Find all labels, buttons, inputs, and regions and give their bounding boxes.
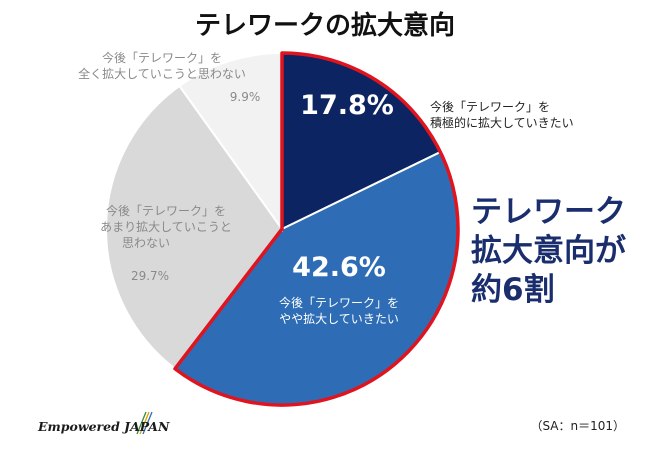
pie-slice-3 [178,51,283,233]
sample-size-note: （SA：n＝101） [530,419,625,433]
slice-label-3-line-1: 全く拡大していこうと思わない [78,66,246,81]
highlight-outline [173,51,460,407]
callout-line-2: 約6割 [471,272,555,308]
slice-label-3-line-0: 今後「テレワーク」を [102,50,222,65]
brand-text: Empowered JAPAN [37,419,170,434]
slice-value-0: 17.8% [300,90,394,121]
slice-label-1-line-1: やや拡大していきたい [279,312,399,326]
slice-label-1-line-0: 今後「テレワーク」を [279,295,399,310]
pie-slice-2 [105,84,284,371]
slice-label-2-line-1: あまり拡大していこうと [100,220,232,234]
brand-logo: Empowered JAPAN [37,411,170,435]
chart-title: テレワークの拡大意向 [195,10,455,41]
callout-line-0: テレワーク [471,194,626,230]
slice-label-0-line-1: 積極的に拡大していきたい [430,115,574,130]
slice-value-3: 9.9% [230,90,261,104]
slice-value-2: 29.7% [131,269,169,283]
slice-label-2-line-2: 思わない [122,236,170,250]
slice-label-0-line-0: 今後「テレワーク」を [430,99,550,114]
slice-label-2-line-0: 今後「テレワーク」を [106,203,226,218]
slice-value-1: 42.6% [292,252,386,283]
pie-slices [105,51,459,406]
callout-line-1: 拡大意向が [471,233,626,269]
